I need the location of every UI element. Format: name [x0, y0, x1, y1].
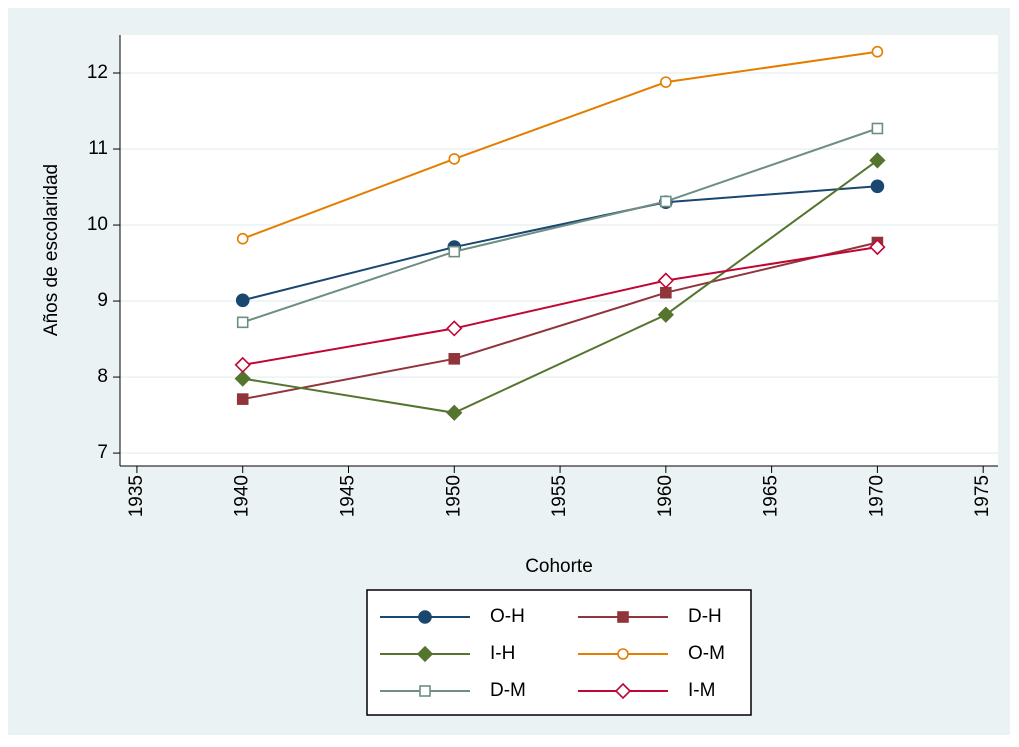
legend-label: D-H — [688, 606, 722, 627]
x-tick-label: 1965 — [761, 475, 782, 517]
legend-marker — [416, 645, 434, 663]
x-axis-label: Cohorte — [525, 556, 593, 577]
series-line — [242, 159, 878, 414]
marker — [870, 179, 885, 194]
marker — [446, 320, 463, 337]
x-tick-label: 1950 — [443, 475, 464, 517]
marker — [869, 152, 886, 169]
marker — [234, 356, 251, 374]
y-tick-label: 7 — [97, 442, 108, 463]
x-tick-label: 1945 — [338, 475, 359, 517]
series-line — [242, 185, 878, 302]
x-tick-label: 1970 — [866, 475, 887, 517]
marker — [234, 370, 251, 387]
marker — [448, 353, 461, 365]
series-line — [242, 246, 878, 366]
series-line — [242, 50, 878, 240]
legend-marker — [617, 648, 629, 660]
marker — [657, 272, 674, 289]
plot-region — [120, 35, 998, 466]
series-line — [242, 127, 878, 324]
marker — [236, 393, 249, 405]
marker — [660, 76, 672, 88]
x-tick-label: 1955 — [549, 475, 570, 517]
x-tick-label: 1935 — [126, 475, 147, 517]
legend-label: O-M — [688, 643, 725, 664]
marker — [446, 404, 463, 421]
marker — [871, 122, 884, 135]
legend-label: D-M — [490, 680, 526, 701]
legend-label: I-M — [688, 680, 715, 701]
marker — [871, 45, 884, 58]
legend-label: O-H — [490, 606, 525, 627]
legend-marker — [418, 610, 432, 624]
y-tick-label: 11 — [88, 138, 108, 159]
marker — [660, 286, 672, 299]
y-tick-label: 9 — [97, 290, 108, 311]
y-tick-label: 12 — [87, 62, 108, 83]
legend-marker — [617, 611, 629, 623]
marker — [235, 293, 250, 308]
marker — [236, 232, 249, 245]
x-tick-label: 1940 — [232, 475, 253, 517]
y-tick-label: 8 — [97, 366, 108, 387]
marker — [448, 245, 461, 258]
marker — [657, 306, 674, 323]
legend-marker — [614, 682, 632, 700]
legend-marker — [419, 685, 431, 697]
marker — [869, 238, 886, 256]
y-axis-label: Años de escolaridad — [41, 164, 62, 336]
y-tick-label: 10 — [87, 214, 108, 235]
x-tick-label: 1960 — [655, 475, 676, 517]
marker — [236, 316, 249, 329]
series-line — [242, 241, 878, 401]
x-tick-label: 1975 — [972, 475, 993, 517]
marker — [448, 153, 461, 165]
marker — [660, 195, 672, 208]
legend-label: I-H — [490, 643, 515, 664]
